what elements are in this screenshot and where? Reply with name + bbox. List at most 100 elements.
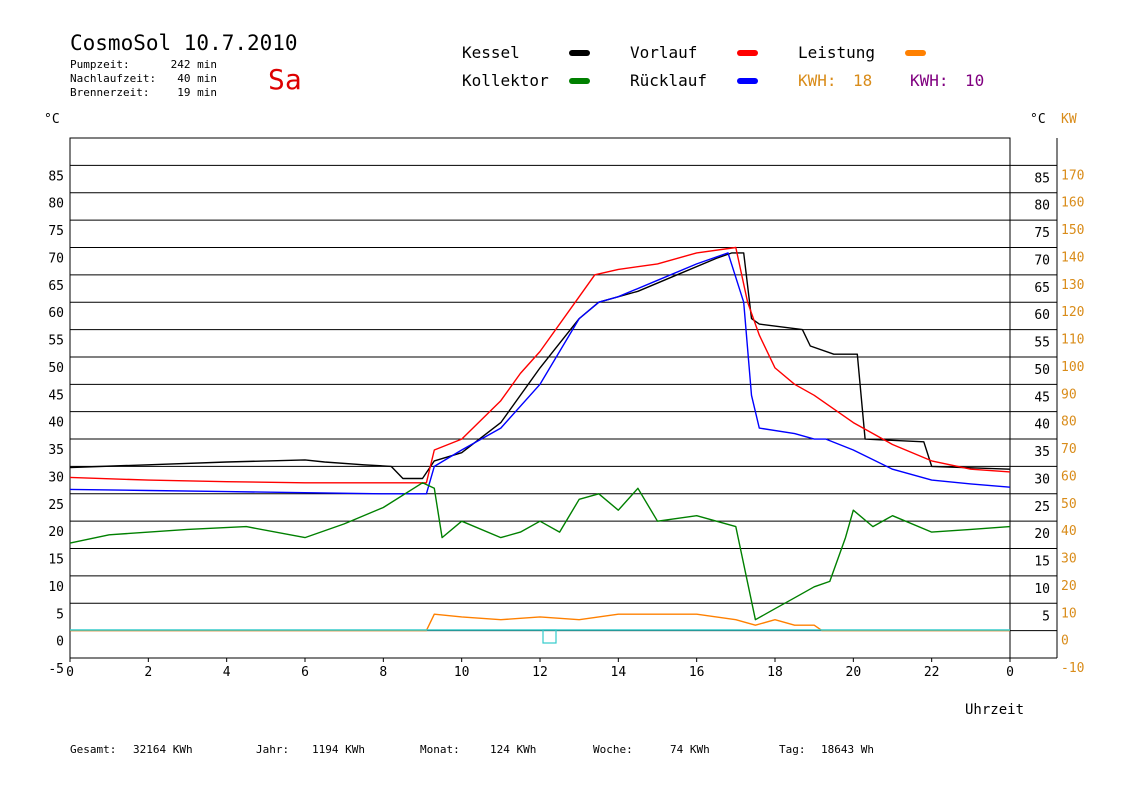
y-tick-right-kw: 70	[1061, 442, 1077, 457]
y-tick-right-c: 80	[1034, 199, 1050, 214]
y-tick-right-kw: -10	[1061, 661, 1084, 676]
y-tick-left: 85	[48, 169, 64, 184]
legend-label: Leistung	[798, 43, 875, 62]
series-line	[69, 482, 1011, 621]
footer-label: Tag:	[779, 743, 806, 756]
legend-label: Kollektor	[462, 71, 549, 90]
x-axis-label: Uhrzeit	[965, 702, 1024, 718]
y-tick-right-kw: 20	[1061, 579, 1077, 594]
series-line	[70, 613, 1010, 632]
footer-value: 18643 Wh	[821, 743, 874, 756]
y-tick-right-kw: 130	[1061, 278, 1084, 293]
x-tick: 20	[846, 665, 862, 680]
kwh-label: KWH:	[910, 71, 949, 90]
legend-label: Vorlauf	[630, 43, 697, 62]
y-tick-right-kw: 140	[1061, 250, 1084, 265]
x-tick: 6	[301, 665, 309, 680]
x-tick: 22	[924, 665, 940, 680]
chart-title: CosmoSol 10.7.2010	[70, 31, 298, 55]
y-tick-right-kw: 0	[1061, 634, 1069, 649]
plot-frame	[69, 137, 1011, 659]
y-tick-right-c: 40	[1034, 418, 1050, 433]
y-tick-right-c: 65	[1034, 281, 1050, 296]
y-tick-right-c: 75	[1034, 226, 1050, 241]
y-tick-right-kw: 120	[1061, 305, 1084, 320]
y-tick-right-kw: 170	[1061, 168, 1084, 183]
stat-value: 242 min	[171, 58, 217, 71]
y-tick-left: 70	[48, 251, 64, 266]
y-tick-left: 80	[48, 197, 64, 212]
series-line	[69, 246, 1011, 484]
y-tick-left: 15	[48, 553, 64, 568]
kwh-value: 10	[965, 71, 984, 90]
right-axis-unit-kw: KW	[1061, 112, 1077, 127]
y-tick-right-c: 15	[1034, 555, 1050, 570]
footer-value: 1194 KWh	[312, 743, 365, 756]
legend: Kessel Kollektor Vorlauf Rücklauf Leistung KW…	[462, 43, 984, 90]
stats-block: Pumpzeit: 242 min Nachlaufzeit: 40 min Brenn…	[70, 58, 217, 99]
y-tick-right-c: 50	[1034, 363, 1050, 378]
y-tick-right-kw: 150	[1061, 223, 1084, 238]
stat-label: Pumpzeit:	[70, 58, 130, 71]
series-line	[69, 252, 1011, 480]
y-tick-right-c: 70	[1034, 253, 1050, 268]
y-tick-left: 75	[48, 224, 64, 239]
x-tick: 14	[611, 665, 627, 680]
stat-label: Nachlaufzeit:	[70, 72, 156, 85]
stat-label: Brennerzeit:	[70, 86, 149, 99]
left-axis-unit: °C	[44, 112, 60, 127]
series-group	[69, 246, 1011, 632]
legend-label: Kessel	[462, 43, 520, 62]
y-tick-left: 0	[56, 635, 64, 650]
y-tick-right-kw: 80	[1061, 415, 1077, 430]
y-tick-left: 10	[48, 580, 64, 595]
y-tick-right-c: 55	[1034, 336, 1050, 351]
y-tick-right-c: 45	[1034, 390, 1050, 405]
footer-label: Woche:	[593, 743, 633, 756]
y-tick-left: 50	[48, 361, 64, 376]
y-tick-left: 35	[48, 443, 64, 458]
x-tick: 0	[66, 665, 74, 680]
y-tick-left: 30	[48, 470, 64, 485]
legend-label: Rücklauf	[630, 71, 707, 90]
stat-value: 19 min	[177, 86, 217, 99]
footer-value: 32164 KWh	[133, 743, 193, 756]
y-tick-right-c: 25	[1034, 500, 1050, 515]
x-tick: 8	[379, 665, 387, 680]
y-tick-right-c: 60	[1034, 308, 1050, 323]
y-tick-left: 40	[48, 416, 64, 431]
y-tick-right-c: 10	[1034, 582, 1050, 597]
y-tick-right-c: 85	[1034, 171, 1050, 186]
y-tick-right-kw: 50	[1061, 497, 1077, 512]
y-tick-right-kw: 110	[1061, 333, 1084, 348]
y-tick-right-kw: 10	[1061, 606, 1077, 621]
y-tick-left: 60	[48, 306, 64, 321]
y-tick-right-kw: 160	[1061, 196, 1084, 211]
y-tick-right-c: 5	[1042, 609, 1050, 624]
x-tick: 10	[454, 665, 470, 680]
y-tick-left: 20	[48, 525, 64, 540]
y-tick-left: 45	[48, 388, 64, 403]
x-tick: 18	[767, 665, 783, 680]
y-tick-left: 25	[48, 498, 64, 513]
footer-label: Jahr:	[256, 743, 289, 756]
grid	[69, 137, 1058, 659]
footer-label: Gesamt:	[70, 743, 116, 756]
day-label: Sa	[268, 63, 302, 96]
footer-totals: Gesamt: 32164 KWh Jahr: 1194 KWh Monat: 124 K…	[70, 743, 874, 756]
y-tick-right-c: 35	[1034, 445, 1050, 460]
y-tick-right-kw: 60	[1061, 469, 1077, 484]
y-tick-left: 5	[56, 607, 64, 622]
kwh-value: 18	[853, 71, 872, 90]
time-cursor[interactable]	[542, 629, 557, 644]
y-tick-left: 65	[48, 279, 64, 294]
y-tick-right-kw: 30	[1061, 552, 1077, 567]
series-line	[69, 252, 1011, 495]
y-tick-left: -5	[48, 662, 64, 677]
x-tick: 2	[144, 665, 152, 680]
kwh-label: KWH:	[798, 71, 837, 90]
y-tick-right-c: 20	[1034, 527, 1050, 542]
y-tick-right-kw: 100	[1061, 360, 1084, 375]
stat-value: 40 min	[177, 72, 217, 85]
